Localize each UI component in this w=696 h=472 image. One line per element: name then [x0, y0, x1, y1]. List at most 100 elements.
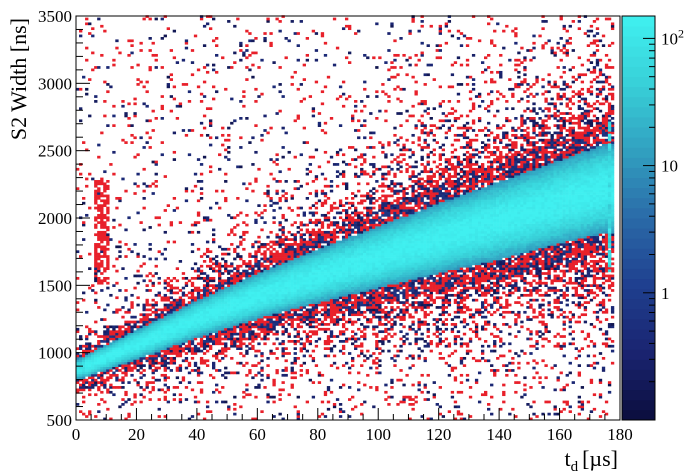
heatmap-cell [106, 247, 110, 251]
heatmap-cell [317, 121, 322, 125]
heatmap-cell [109, 342, 113, 346]
heatmap-cell [233, 403, 237, 406]
heatmap-cell [166, 303, 170, 307]
heatmap-cell [215, 289, 219, 292]
heatmap-cell [338, 279, 343, 283]
heatmap-cell [323, 318, 328, 321]
heatmap-cell [360, 257, 364, 261]
heatmap-cell [296, 274, 300, 278]
heatmap-cell [305, 308, 310, 312]
heatmap-cell [94, 276, 98, 280]
heatmap-cell [357, 284, 361, 287]
heatmap-cell [381, 274, 385, 278]
heatmap-cell [94, 66, 98, 69]
heatmap-cell [344, 187, 349, 191]
heatmap-cell [290, 308, 294, 312]
heatmap-cell [205, 216, 210, 220]
heatmap-cell [215, 354, 219, 358]
heatmap-cell [202, 313, 207, 317]
heatmap-cell [136, 255, 140, 258]
heatmap-cell [363, 267, 367, 271]
heatmap-cell [287, 310, 291, 314]
heatmap-cell [266, 289, 270, 292]
heatmap-cell [296, 330, 300, 334]
heatmap-cell [94, 223, 98, 227]
heatmap-cell [366, 373, 370, 377]
heatmap-cell [103, 383, 107, 387]
heatmap-cell [341, 279, 346, 283]
heatmap-cell [311, 276, 316, 280]
heatmap-cell [106, 90, 110, 94]
heatmap-cell [166, 352, 170, 355]
heatmap-cell [302, 301, 306, 304]
heatmap-cell [76, 369, 80, 372]
heatmap-cell [88, 206, 92, 210]
heatmap-cell [335, 296, 340, 300]
heatmap-cell [91, 284, 95, 287]
heatmap-cell [106, 352, 110, 355]
heatmap-cell [314, 201, 319, 205]
heatmap-cell [335, 260, 340, 263]
heatmap-cell [97, 216, 101, 220]
heatmap-cell [175, 340, 180, 343]
heatmap-cell [227, 264, 231, 268]
heatmap-cell [375, 211, 379, 215]
heatmap-cell [208, 121, 213, 125]
heatmap-cell [242, 298, 246, 302]
heatmap-cell [281, 228, 285, 232]
heatmap-cell [100, 383, 104, 387]
heatmap-cell [366, 230, 370, 234]
heatmap-cell [221, 352, 225, 355]
heatmap-cell [178, 366, 183, 370]
heatmap-cell [387, 269, 391, 273]
heatmap-cell [378, 293, 382, 297]
heatmap-cell [308, 310, 313, 314]
heatmap-cell [275, 240, 279, 244]
heatmap-cell [106, 216, 110, 220]
heatmap-cell [160, 141, 164, 144]
heatmap-cell [323, 272, 328, 275]
heatmap-cell [287, 250, 291, 254]
heatmap-cell [375, 325, 379, 329]
heatmap-cell [208, 347, 213, 350]
heatmap-cell [202, 318, 207, 321]
heatmap-cell [91, 51, 95, 55]
heatmap-cell [329, 262, 334, 266]
heatmap-cell [299, 245, 303, 249]
heatmap-cell [175, 279, 180, 283]
heatmap-cell [360, 226, 364, 229]
heatmap-cell [272, 177, 276, 181]
heatmap-cell [236, 325, 240, 329]
heatmap-cell [275, 281, 279, 285]
heatmap-cell [287, 150, 291, 154]
heatmap-cell [248, 296, 252, 300]
heatmap-cell [187, 310, 192, 314]
heatmap-cell [151, 381, 155, 384]
heatmap-cell [341, 296, 346, 300]
heatmap-cell [106, 366, 110, 370]
heatmap-cell [121, 337, 125, 341]
heatmap-cell [218, 264, 222, 268]
heatmap-cell [348, 279, 352, 283]
heatmap-cell [305, 303, 310, 307]
heatmap-cell [363, 332, 367, 336]
heatmap-cell [308, 163, 313, 166]
heatmap-cell [175, 303, 180, 307]
heatmap-cell [127, 216, 131, 220]
heatmap-cell [100, 230, 104, 234]
heatmap-cell [266, 194, 270, 198]
heatmap-cell [369, 296, 373, 300]
heatmap-cell [390, 238, 394, 241]
heatmap-cell [266, 303, 270, 307]
heatmap-cell [338, 269, 343, 273]
heatmap-cell [136, 369, 140, 372]
heatmap-cell [242, 233, 246, 237]
heatmap-cell [109, 364, 113, 367]
heatmap-cell [224, 138, 228, 142]
heatmap-cell [387, 218, 391, 222]
heatmap-cell [224, 199, 228, 203]
heatmap-cell [290, 75, 294, 79]
heatmap-cell [357, 264, 361, 268]
heatmap-cell [85, 87, 89, 91]
heatmap-cell [163, 308, 167, 312]
